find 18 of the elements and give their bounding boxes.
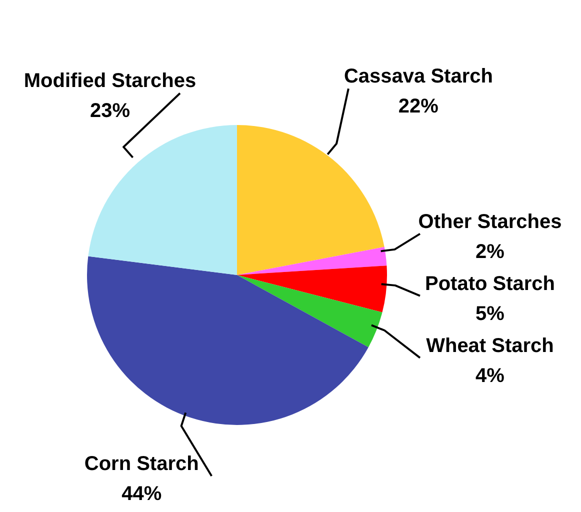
data-label: 4% — [476, 364, 505, 387]
slice-label: Modified Starches — [24, 70, 196, 92]
pie-slice — [237, 125, 384, 275]
slice-label: Other Starches — [418, 210, 562, 233]
pie-slice — [88, 125, 237, 275]
data-label: 5% — [476, 302, 505, 325]
pie-slice — [237, 266, 387, 312]
slice-label: Potato Starch — [424, 272, 556, 295]
slice-label: Wheat Starch — [426, 334, 554, 357]
data-label: 2% — [476, 240, 505, 263]
slice-label: Cassava Starch — [344, 66, 493, 88]
pie-slice — [237, 275, 382, 348]
data-label: 23% — [90, 100, 130, 122]
slice-label: Corn Starch — [84, 452, 199, 475]
pie-slice — [237, 246, 387, 275]
data-label: 44% — [122, 482, 162, 505]
pie-slice — [87, 256, 368, 425]
data-label: 22% — [398, 96, 439, 118]
